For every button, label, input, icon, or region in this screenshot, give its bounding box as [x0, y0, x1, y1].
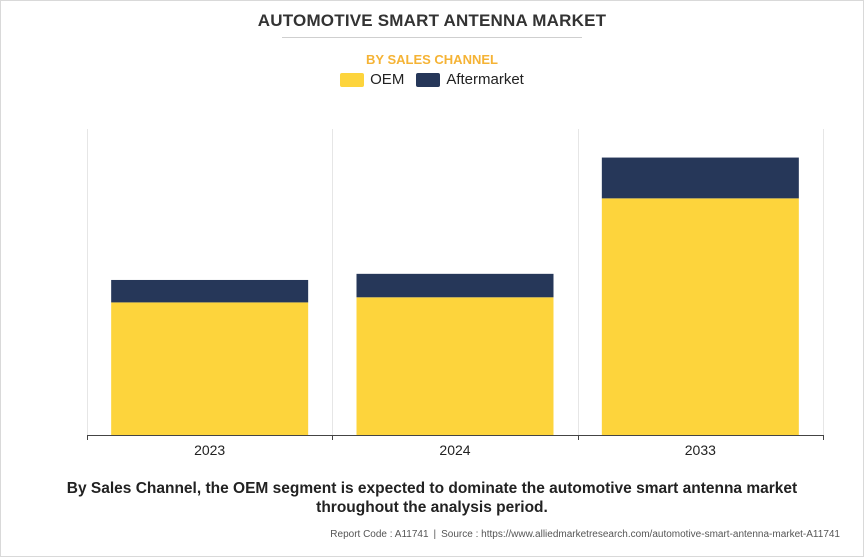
source-separator: | [433, 529, 437, 540]
source-url: Source : https://www.alliedmarketresearc… [441, 529, 840, 540]
title-divider [282, 37, 582, 38]
bar-oem-2023 [111, 302, 309, 435]
x-tick-label-2024: 2024 [439, 442, 470, 458]
legend-item-aftermarket: Aftermarket [416, 71, 524, 88]
x-tick-label-2023: 2023 [194, 442, 225, 458]
legend-item-oem: OEM [340, 71, 404, 88]
legend: OEM Aftermarket [0, 71, 864, 88]
legend-label-oem: OEM [370, 71, 405, 88]
x-tick-label-2033: 2033 [685, 442, 716, 458]
bar-aftermarket-2023 [111, 279, 309, 303]
bar-oem-2033 [601, 198, 799, 435]
chart-caption: By Sales Channel, the OEM segment is exp… [66, 480, 798, 516]
bar-aftermarket-2033 [601, 157, 799, 199]
legend-swatch-oem [340, 72, 365, 87]
report-code: Report Code : A11741 [330, 529, 429, 540]
legend-label-aftermarket: Aftermarket [446, 71, 524, 88]
bar-aftermarket-2024 [356, 273, 554, 298]
chart-subtitle: BY SALES CHANNEL [366, 52, 498, 67]
bar-oem-2024 [356, 297, 554, 435]
chart-title: AUTOMOTIVE SMART ANTENNA MARKET [257, 11, 607, 30]
source-line: Report Code : A11741 | Source : https://ww… [330, 529, 840, 540]
legend-swatch-aftermarket [416, 72, 441, 87]
